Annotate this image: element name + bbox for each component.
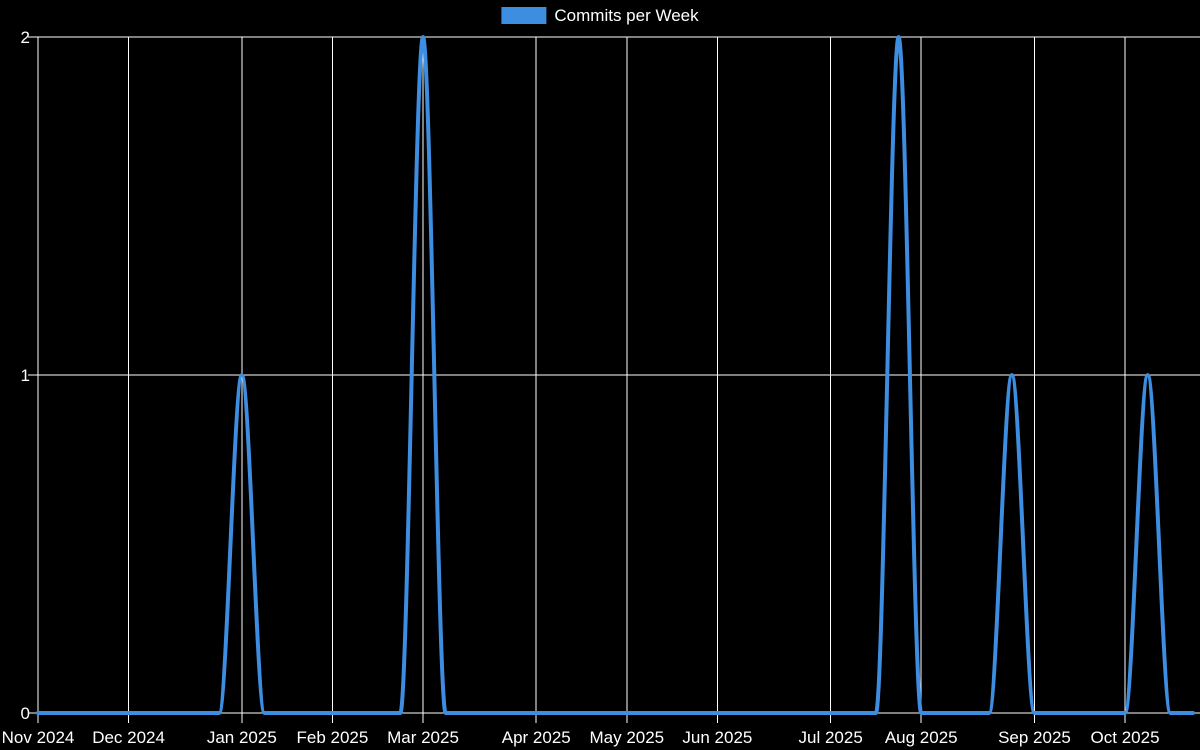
x-axis-label: Nov 2024 (2, 728, 75, 747)
x-axis-label: Apr 2025 (502, 728, 571, 747)
x-axis-label: Jan 2025 (207, 728, 277, 747)
y-axis-label: 0 (21, 704, 30, 723)
x-axis-label: Jul 2025 (799, 728, 863, 747)
x-axis-label: Feb 2025 (296, 728, 368, 747)
chart-legend[interactable]: Commits per Week (501, 6, 699, 25)
legend-swatch (501, 7, 547, 24)
x-axis-label: May 2025 (589, 728, 664, 747)
commits-line (36, 35, 1195, 715)
x-axis-label: Mar 2025 (387, 728, 459, 747)
y-axis-label: 2 (21, 28, 30, 47)
legend-label: Commits per Week (554, 6, 699, 25)
x-axis-label: Aug 2025 (885, 728, 958, 747)
y-axis-label: 1 (21, 366, 30, 385)
x-axis-label: Jun 2025 (682, 728, 752, 747)
x-axis-label: Dec 2024 (92, 728, 165, 747)
x-axis-label: Sep 2025 (998, 728, 1071, 747)
x-axis-label: Oct 2025 (1091, 728, 1160, 747)
